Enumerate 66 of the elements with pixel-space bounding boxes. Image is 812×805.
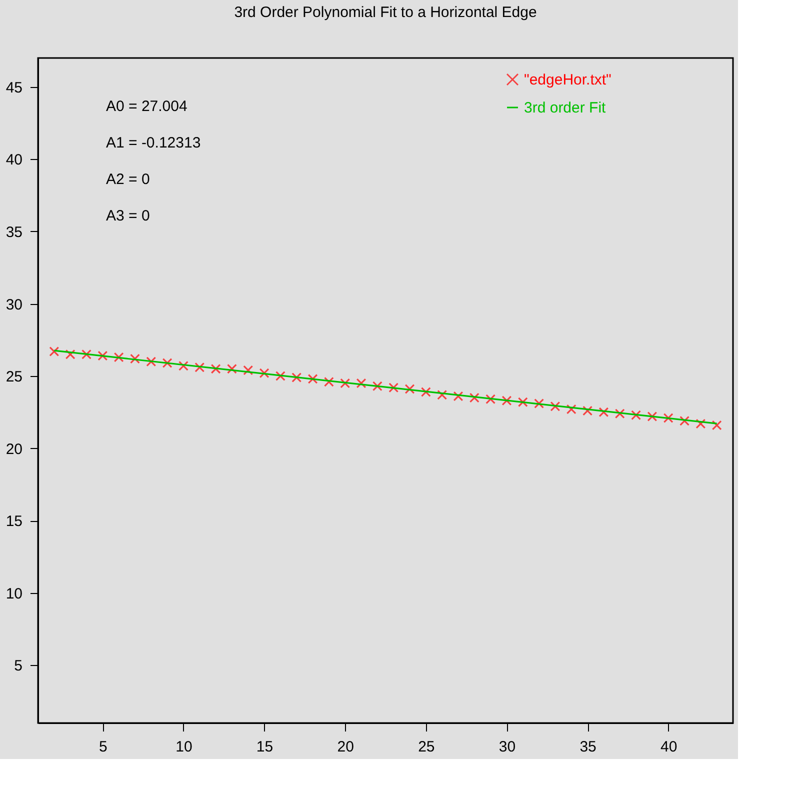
point	[98, 350, 108, 361]
point	[534, 398, 544, 408]
x-tick-label: 40	[660, 738, 678, 756]
point	[663, 412, 674, 423]
point	[114, 352, 124, 362]
point	[275, 371, 286, 382]
point	[210, 364, 221, 374]
x-tick-label: 30	[498, 738, 516, 756]
legend-label: "edgeHor.txt"	[524, 72, 612, 88]
point	[550, 401, 560, 412]
point	[404, 384, 415, 394]
point	[582, 406, 593, 416]
point	[453, 391, 464, 402]
point	[340, 378, 350, 388]
x-tick-label: 5	[98, 738, 108, 756]
point	[324, 376, 334, 387]
point	[49, 346, 60, 356]
y-tick-label: 45	[6, 79, 22, 96]
point	[420, 386, 431, 397]
point	[566, 404, 576, 414]
point	[146, 356, 156, 367]
point	[598, 407, 609, 418]
point	[614, 408, 625, 419]
y-tick-label: 5	[14, 658, 22, 675]
point	[518, 397, 528, 408]
point	[680, 416, 690, 426]
point	[502, 396, 512, 406]
point	[308, 374, 318, 384]
point	[356, 378, 366, 388]
point	[292, 372, 302, 382]
annotation: A0 = 27.004	[106, 98, 188, 115]
point	[486, 394, 496, 404]
point	[437, 390, 448, 400]
point	[631, 410, 642, 420]
y-tick-label: 30	[6, 296, 22, 314]
y-tick-label: 35	[6, 224, 22, 241]
x-tick-label: 25	[418, 738, 435, 756]
point	[647, 412, 658, 422]
point	[226, 364, 237, 374]
y-tick-label: 25	[6, 368, 22, 386]
point	[469, 392, 480, 403]
point	[82, 349, 92, 360]
y-tick-label: 10	[6, 585, 22, 602]
point	[372, 381, 382, 392]
x-tick-label: 20	[337, 738, 354, 756]
annotation: A2 = 0	[106, 171, 150, 188]
point	[388, 382, 399, 393]
point	[65, 349, 76, 360]
point	[194, 362, 205, 372]
point	[712, 420, 722, 430]
point	[243, 365, 254, 376]
y-tick-label: 20	[6, 440, 22, 458]
point	[162, 358, 172, 368]
legend-label: 3rd order Fit	[524, 100, 607, 116]
x-tick-label: 10	[176, 738, 192, 756]
x-tick-label: 35	[580, 738, 596, 756]
x-tick-label: 15	[256, 738, 274, 756]
point	[178, 360, 188, 371]
chart-title: 3rd Order Polynomial Fit to a Horizontal Edge	[234, 4, 537, 21]
point	[696, 418, 706, 429]
annotation: A3 = 0	[106, 208, 150, 224]
y-tick-label: 15	[6, 513, 22, 530]
y-tick-label: 40	[6, 152, 22, 169]
point	[259, 368, 270, 378]
annotation: A1 = -0.12313	[106, 134, 201, 152]
point	[130, 354, 140, 364]
